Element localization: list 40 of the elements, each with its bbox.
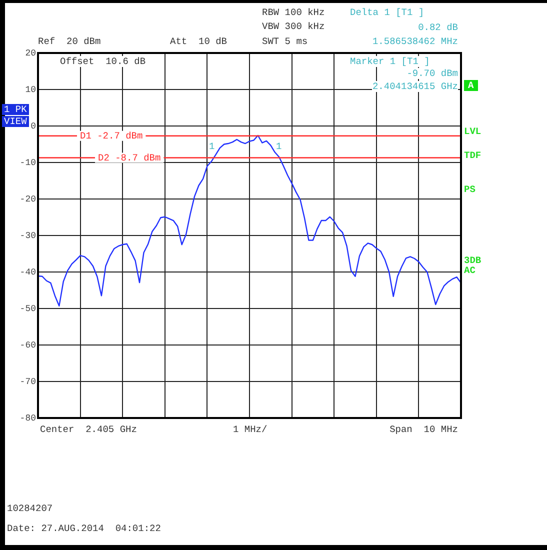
text: SWT 5 ms (262, 36, 308, 47)
text: 1 PK (2, 104, 29, 115)
y-tick-label: -30 (20, 230, 36, 241)
text: Delta 1 [T1 ] (350, 7, 424, 18)
y-tick-label: -80 (20, 413, 36, 424)
text: VBW 300 kHz (262, 21, 325, 32)
y-tick-label: 20 (25, 48, 36, 58)
text: 3DB (464, 255, 482, 266)
annotation: -9.70 dBm (406, 68, 458, 79)
annotation: Marker 1 [T1 ] (350, 56, 430, 67)
text: Ref 20 dBm (38, 36, 101, 47)
text: Att 10 dB (170, 36, 228, 47)
text: PS (464, 184, 476, 195)
text: Center 2.405 GHz (40, 424, 137, 435)
text: 0.82 dB (418, 22, 458, 33)
text: VIEW (2, 116, 29, 127)
annotation: 2.404134615 GHz (372, 81, 458, 92)
text: 10284207 (7, 503, 53, 514)
y-tick-label: -70 (20, 376, 36, 387)
text: TDF (464, 150, 482, 161)
y-tick-label: -20 (20, 194, 36, 204)
annotation: 1 (276, 141, 282, 152)
text: LVL (464, 126, 482, 137)
text: AC (464, 265, 476, 276)
ref-line-label: D2 -8.7 dBm (98, 152, 162, 164)
y-tick-label: -60 (20, 340, 36, 350)
text: A (464, 80, 478, 91)
ref-line-label: D1 -2.7 dBm (80, 130, 144, 142)
text: 1 MHz/ (233, 424, 268, 435)
y-tick-label: 10 (25, 84, 36, 95)
annotation: 1 (209, 141, 215, 152)
text: Date: 27.AUG.2014 04:01:22 (7, 523, 161, 534)
annotation: Offset 10.6 dB (60, 56, 146, 67)
text: 1.586538462 MHz (372, 36, 458, 47)
y-tick-label: -50 (20, 304, 36, 314)
text: Span 10 MHz (390, 424, 458, 435)
text: RBW 100 kHz (262, 7, 325, 18)
y-tick-label: 0 (30, 121, 36, 132)
y-tick-label: -10 (20, 158, 36, 168)
y-tick-label: -40 (20, 267, 36, 278)
